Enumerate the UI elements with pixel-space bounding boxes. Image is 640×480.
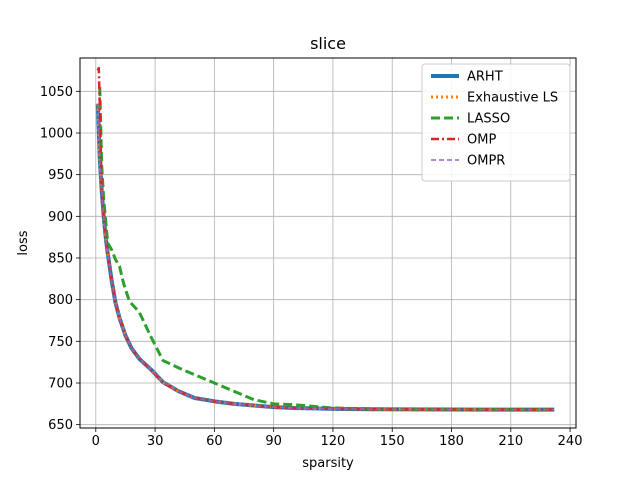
- legend: ARHT Exhaustive LS LASSO OMP OMPR: [421, 63, 571, 182]
- x-axis-label: sparsity: [302, 456, 354, 471]
- x-tick-label: 30: [147, 434, 164, 449]
- legend-label: Exhaustive LS: [467, 91, 558, 106]
- y-tick-label: 650: [48, 418, 73, 433]
- y-tick-label: 750: [48, 335, 73, 350]
- y-tick-label: 800: [48, 293, 73, 308]
- chart-title: slice: [310, 34, 346, 53]
- x-tick-label: 210: [498, 434, 523, 449]
- y-tick-label: 900: [48, 210, 73, 225]
- y-tick-label: 850: [48, 252, 73, 267]
- legend-label: LASSO: [467, 112, 510, 127]
- series-line-ompr: [97, 103, 555, 411]
- y-tick-label: 1050: [40, 85, 73, 100]
- legend-label: OMPR: [467, 154, 505, 169]
- legend-label: ARHT: [467, 70, 503, 85]
- y-tick-label: 950: [48, 168, 73, 183]
- x-tick-label: 0: [92, 434, 100, 449]
- series-lines: [95, 66, 555, 412]
- legend-label: OMP: [467, 133, 496, 148]
- x-tick-label: 60: [206, 434, 223, 449]
- y-tick-label: 1000: [40, 127, 73, 142]
- x-tick-label: 180: [439, 434, 464, 449]
- y-axis-label: loss: [16, 230, 31, 255]
- x-tick-label: 90: [265, 434, 282, 449]
- plot-frame: [79, 57, 577, 429]
- axis-ticks: 0 30 60 90 120 150 180 210 240 650 700 750 800 850 900…: [40, 85, 583, 449]
- y-tick-label: 700: [48, 377, 73, 392]
- x-tick-label: 150: [380, 434, 405, 449]
- x-tick-label: 240: [558, 434, 583, 449]
- legend-box: [421, 63, 571, 182]
- x-tick-label: 120: [321, 434, 346, 449]
